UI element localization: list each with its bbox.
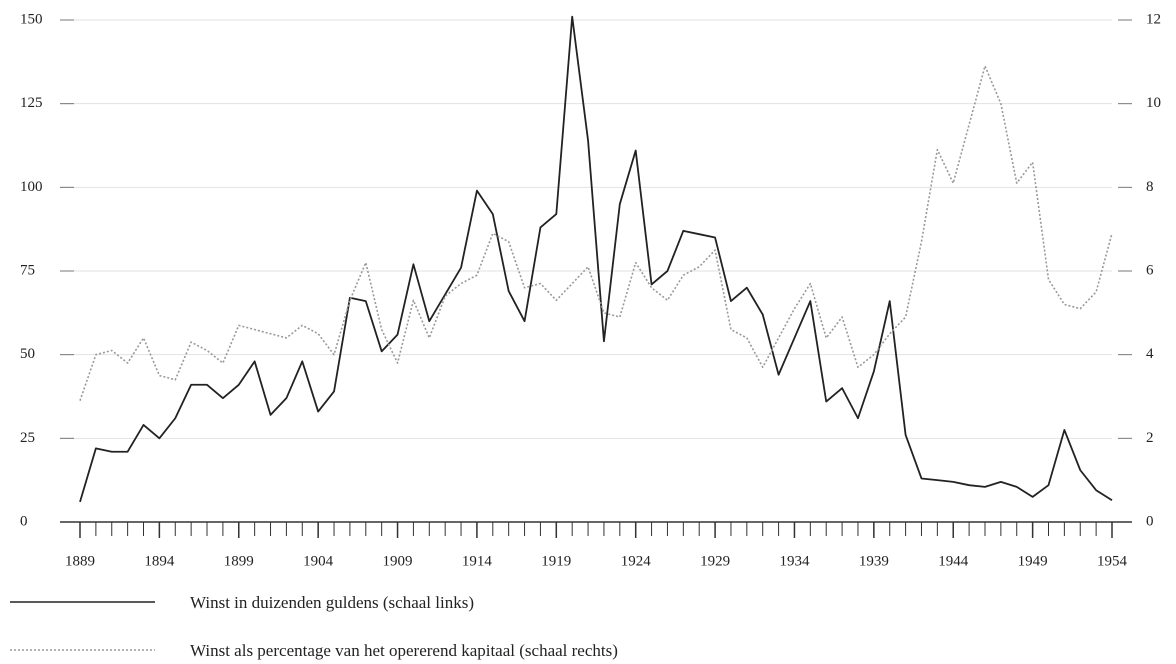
y2-tick-label: 6 <box>1146 262 1154 278</box>
y-tick-label: 0 <box>20 513 28 529</box>
y-tick-label: 125 <box>20 95 43 111</box>
x-tick-label: 1889 <box>65 553 95 569</box>
x-tick-label: 1909 <box>383 553 413 569</box>
y-tick-label: 100 <box>20 179 43 195</box>
data-line <box>79 15 1113 503</box>
data-line <box>79 65 1113 401</box>
y-tick-label: 75 <box>20 262 35 278</box>
y-tick-label: 150 <box>20 11 43 27</box>
y-tick-label: 50 <box>20 346 35 362</box>
x-tick-label: 1899 <box>224 553 254 569</box>
y2-tick-label: 8 <box>1146 179 1154 195</box>
x-tick-label: 1939 <box>859 553 889 569</box>
x-tick-label: 1934 <box>779 553 810 569</box>
y2-tick-label: 2 <box>1146 430 1154 446</box>
y2-tick-label: 4 <box>1146 346 1154 362</box>
x-tick-label: 1949 <box>1018 553 1048 569</box>
y2-tick-label: 10 <box>1146 95 1161 111</box>
x-tick-label: 1954 <box>1097 553 1128 569</box>
x-tick-label: 1894 <box>144 553 175 569</box>
legend-label: Winst als percentage van het opererend k… <box>190 641 618 660</box>
y-tick-label: 25 <box>20 430 35 446</box>
y2-tick-label: 0 <box>1146 513 1154 529</box>
legend-label: Winst in duizenden guldens (schaal links… <box>190 593 474 612</box>
x-tick-label: 1929 <box>700 553 730 569</box>
y2-tick-label: 12 <box>1146 11 1161 27</box>
x-tick-label: 1924 <box>621 553 652 569</box>
x-tick-label: 1944 <box>938 553 969 569</box>
x-tick-label: 1919 <box>541 553 571 569</box>
x-tick-label: 1904 <box>303 553 334 569</box>
x-tick-label: 1914 <box>462 553 493 569</box>
